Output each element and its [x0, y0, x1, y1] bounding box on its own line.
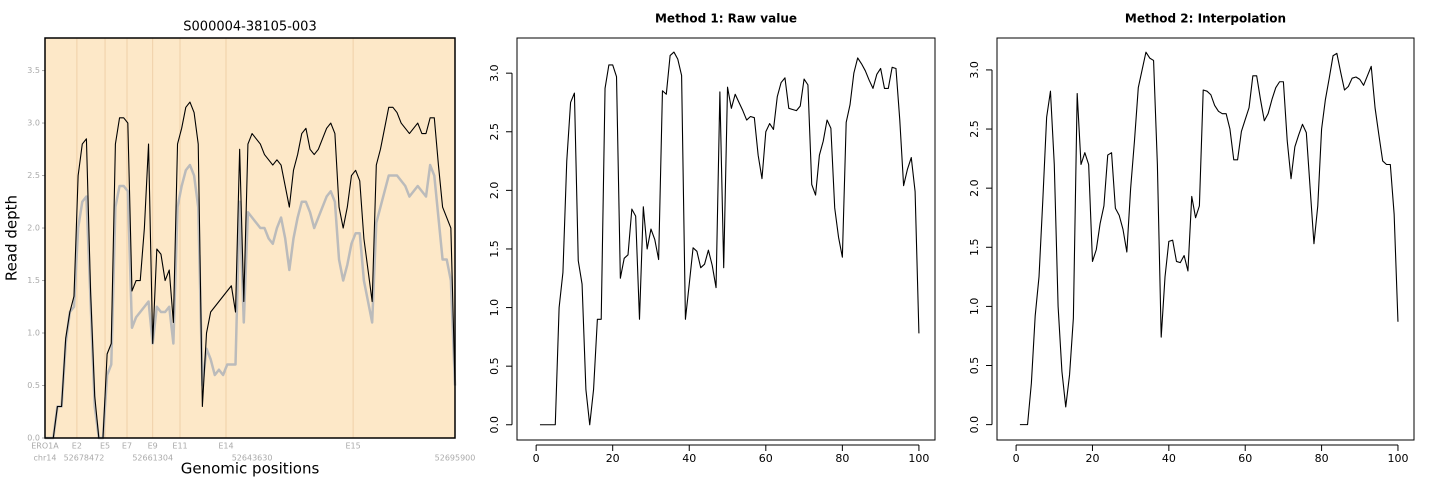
x-tick-label: 40 [1162, 452, 1176, 465]
y-tick-label: 1.5 [488, 240, 501, 258]
y-tick-label: 0.0 [968, 416, 981, 434]
x-tick-label: 60 [759, 452, 773, 465]
y-tick-label: 1.0 [27, 329, 40, 338]
y-tick-label: 0.5 [968, 357, 981, 375]
y-tick-label: 1.5 [968, 239, 981, 257]
x-tick-label: 80 [835, 452, 849, 465]
exon-label: E2 [72, 442, 82, 451]
y-tick-label: 0.5 [27, 381, 40, 390]
y-tick-label: 2.5 [27, 171, 40, 180]
x-tick-label: 100 [908, 452, 929, 465]
y-tick-label: 2.0 [968, 179, 981, 197]
x-tick-label: 0 [1013, 452, 1020, 465]
chart-title: S000004-38105-003 [183, 20, 316, 35]
y-tick-label: 1.0 [968, 298, 981, 316]
plot-frame [516, 37, 936, 441]
y-tick-label: 3.5 [27, 66, 40, 75]
x-tick-label: 52643630 [232, 454, 273, 463]
x-tick-label: 60 [1238, 452, 1252, 465]
x-tick-label: 0 [533, 452, 540, 465]
exon-label: E9 [148, 442, 158, 451]
chart-title: Method 2: Interpolation [1125, 12, 1286, 26]
series-line [1019, 51, 1399, 426]
y-tick-label: 3.0 [968, 61, 981, 79]
x-tick-label: 20 [606, 452, 620, 465]
y-tick-label: 0.5 [488, 357, 501, 375]
x-tick-label: 100 [1387, 452, 1408, 465]
y-tick-label: 0.0 [488, 416, 501, 434]
y-tick-label: 2.0 [27, 224, 40, 233]
exon-label: E5 [100, 442, 110, 451]
x-tick-label: 52678472 [64, 454, 105, 463]
x-tick-label: 80 [1315, 452, 1329, 465]
y-tick-label: 3.0 [27, 119, 40, 128]
series-line [45, 101, 456, 439]
exon-label: E14 [218, 442, 233, 451]
exon-label: E11 [172, 442, 187, 451]
y-tick-label: 0.0 [27, 434, 40, 443]
x-axis-label: Genomic positions [181, 460, 320, 478]
y-tick-label: 2.0 [488, 182, 501, 200]
exon-label: E15 [346, 442, 361, 451]
exon-label: E7 [122, 442, 132, 451]
series-line [539, 51, 920, 426]
x-tick-label: 40 [682, 452, 696, 465]
exon-label: ERO1A [31, 442, 59, 451]
chart-title: Method 1: Raw value [655, 12, 797, 26]
x-tick-label: 20 [1085, 452, 1099, 465]
y-tick-label: 2.5 [488, 123, 501, 141]
y-tick-label: 1.0 [488, 299, 501, 317]
x-tick-label: chr14 [34, 454, 57, 463]
x-tick-label: 52661304 [132, 454, 173, 463]
y-tick-label: 3.0 [488, 64, 501, 82]
plot-frame [996, 37, 1415, 441]
series-line [45, 163, 457, 440]
y-tick-label: 2.5 [968, 120, 981, 138]
y-axis-label: Read depth [3, 195, 21, 281]
y-tick-label: 1.5 [27, 276, 40, 285]
plot-frame [44, 37, 456, 439]
x-tick-label: 52695900 [435, 454, 476, 463]
